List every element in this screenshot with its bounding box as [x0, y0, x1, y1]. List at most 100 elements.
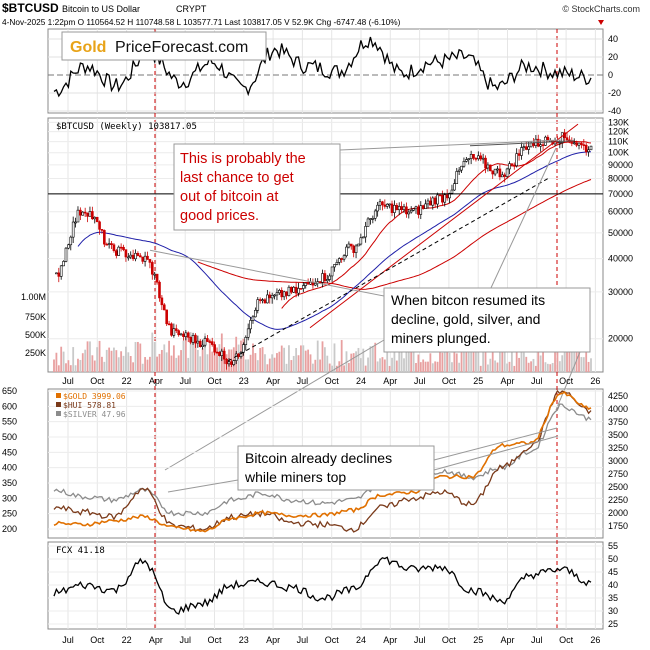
- annotation-miners-line2: while miners top: [244, 469, 346, 485]
- volume-bar: [314, 359, 317, 372]
- hui-line: [53, 389, 592, 533]
- volume-bar: [566, 347, 568, 372]
- candle-body: [426, 200, 430, 205]
- candle-body: [153, 273, 156, 276]
- candle-body: [479, 155, 483, 160]
- volume-bar: [321, 341, 324, 372]
- volume-bar: [534, 365, 537, 372]
- candle-body: [273, 294, 276, 297]
- connector-line: [339, 139, 561, 151]
- indicator-tick-label: 0: [608, 70, 613, 80]
- volume-bar: [427, 361, 429, 372]
- candle-body: [309, 281, 312, 285]
- candle-body: [505, 168, 509, 177]
- x-tick-label-fcx: Jul: [414, 635, 426, 645]
- candle-body: [371, 218, 375, 220]
- volume-bar: [429, 353, 432, 372]
- candle-body: [134, 252, 137, 260]
- candle-body: [74, 221, 77, 224]
- volume-bar: [180, 350, 182, 372]
- volume-bar: [283, 347, 286, 372]
- candle-body: [424, 203, 427, 209]
- x-tick-label-fcx: Jul: [62, 635, 74, 645]
- candle-body: [388, 203, 391, 206]
- volume-bar: [300, 345, 302, 372]
- x-tick-label-fcx: Apr: [149, 635, 163, 645]
- gold-line: [53, 391, 592, 533]
- volume-bar: [434, 361, 437, 372]
- candle-body: [469, 154, 473, 159]
- btc-y-tick-label: 130K: [608, 117, 629, 127]
- candle-body: [472, 154, 475, 159]
- candle-body: [179, 333, 183, 336]
- volume-bar: [582, 357, 585, 372]
- candle-body: [445, 194, 449, 199]
- x-tick-label-btc: 25: [473, 376, 483, 386]
- candle-body: [496, 168, 499, 171]
- fcx-y-tick-label: 25: [608, 619, 618, 629]
- volume-bar: [177, 355, 180, 372]
- candle-body: [105, 243, 109, 246]
- metals-right-tick-label: 3250: [608, 443, 628, 453]
- x-tick-label-btc: Jul: [179, 376, 191, 386]
- candle-body: [321, 273, 324, 283]
- candle-body: [565, 137, 569, 141]
- candle-body: [419, 205, 423, 215]
- metals-left-tick-label: 400: [2, 463, 17, 473]
- volume-bar: [563, 346, 566, 372]
- volume-bar: [93, 360, 96, 372]
- axis-labels: Jul Jul Oct Oct 22 22 Apr Apr Jul Jul Oct Oct 23 23 Ap…: [62, 376, 600, 645]
- volume-bar: [561, 355, 564, 372]
- x-tick-label-btc: Jul: [414, 376, 426, 386]
- fcx-y-tick-label: 55: [608, 541, 618, 551]
- volume-bar: [343, 365, 345, 372]
- volume-bar: [290, 360, 293, 372]
- candle-body: [292, 286, 296, 293]
- btc-y-tick-label: 60000: [608, 207, 633, 217]
- x-tick-label-fcx: Apr: [266, 635, 280, 645]
- volume-bar: [297, 355, 300, 372]
- volume-bar: [482, 349, 485, 372]
- connector-line: [164, 339, 385, 471]
- candle-body: [527, 146, 530, 150]
- candle-body: [290, 286, 293, 293]
- x-tick-label-fcx: 26: [590, 635, 600, 645]
- x-tick-label-btc: Jul: [531, 376, 543, 386]
- candle-body: [206, 338, 209, 342]
- candle-body: [256, 299, 260, 311]
- volume-bar: [388, 365, 391, 372]
- volume-bar: [479, 365, 482, 372]
- volume-bar: [417, 354, 420, 372]
- candle-body: [158, 281, 161, 299]
- candle-body: [251, 316, 255, 321]
- btc-y-tick-label: 90000: [608, 160, 633, 170]
- btc-y-tick-label: 30000: [608, 287, 633, 297]
- btc-y-tick-label: 70000: [608, 189, 633, 199]
- candle-body: [340, 258, 343, 260]
- candle-body: [453, 183, 456, 191]
- volume-bar: [431, 363, 434, 372]
- candle-body: [67, 244, 70, 249]
- candle-body: [421, 205, 425, 209]
- volume-bar: [122, 355, 125, 372]
- ma-mid-line: [77, 151, 592, 330]
- volume-bar: [309, 354, 312, 372]
- candle-body: [409, 209, 413, 213]
- candle-body: [297, 288, 300, 294]
- candle-body: [110, 243, 113, 246]
- volume-bar: [590, 358, 592, 372]
- panel-metals: 650 600 550 500 450 400 350 300 250 200 4250 4000 37…: [2, 386, 628, 534]
- volume-bar: [451, 362, 453, 372]
- volume-bar: [144, 357, 146, 372]
- volume-bar: [65, 363, 67, 372]
- candle-body: [512, 164, 516, 167]
- volume-bar: [333, 343, 336, 372]
- connector-line: [167, 479, 239, 493]
- volume-bar: [216, 351, 218, 372]
- volume-bar: [405, 346, 408, 372]
- volume-bar: [139, 343, 142, 372]
- candle-body: [373, 210, 377, 219]
- exchange-label: CRYPT: [176, 4, 207, 14]
- candle-body: [210, 341, 214, 345]
- volume-bar: [117, 357, 120, 372]
